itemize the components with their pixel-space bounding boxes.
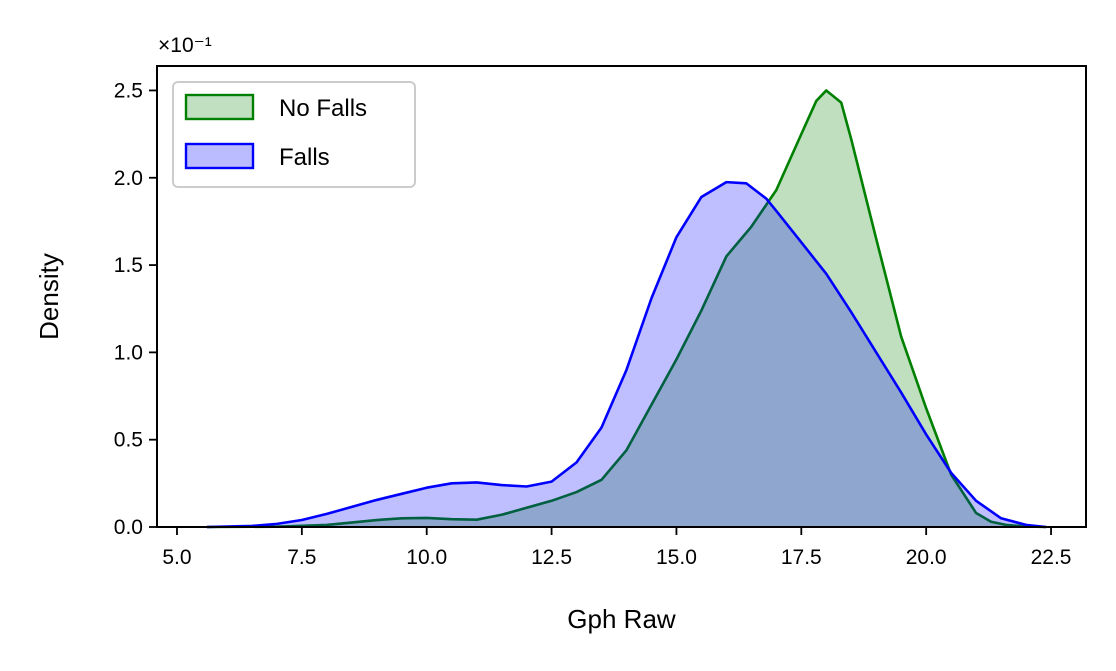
- legend-swatch-no-falls: [184, 93, 255, 121]
- series-layer: [206, 89, 1047, 529]
- y-tick-label: 1.5: [114, 254, 143, 277]
- legend-label-no-falls: No Falls: [279, 95, 367, 122]
- series-area-falls: [206, 182, 1047, 527]
- y-axis-title: Density: [34, 253, 64, 340]
- series-area-no-falls: [206, 90, 1047, 527]
- x-tick-label: 5.0: [162, 546, 191, 569]
- legend-label-falls: Falls: [279, 144, 330, 171]
- series-line-falls: [206, 180, 1047, 529]
- y-axis: 0.0 0.5 1.0 1.5 2.0 2.5: [114, 79, 157, 539]
- y-tick-label: 0.0: [114, 516, 143, 539]
- series-line-no-falls: [206, 89, 1047, 529]
- plot-frame: [156, 65, 1087, 528]
- x-tick-label: 15.0: [656, 546, 697, 569]
- legend-swatch-falls: [184, 142, 255, 170]
- x-tick-label: 10.0: [406, 546, 447, 569]
- y-tick-label: 2.5: [114, 79, 143, 102]
- legend: No Falls Falls: [172, 81, 416, 188]
- x-axis-title: Gph Raw: [567, 604, 676, 634]
- x-tick-label: 20.0: [906, 546, 947, 569]
- x-axis: 5.0 7.5 10.0 12.5 15.0 17.5 20.0 22.5: [162, 527, 1071, 569]
- y-tick-label: 1.0: [114, 341, 143, 364]
- y-axis-scale-label: ×10⁻¹: [158, 34, 212, 57]
- x-tick-label: 22.5: [1031, 546, 1072, 569]
- x-tick-label: 7.5: [287, 546, 316, 569]
- y-tick-label: 2.0: [114, 167, 143, 190]
- y-tick-label: 0.5: [114, 429, 143, 452]
- x-tick-label: 12.5: [531, 546, 572, 569]
- x-tick-label: 17.5: [781, 546, 822, 569]
